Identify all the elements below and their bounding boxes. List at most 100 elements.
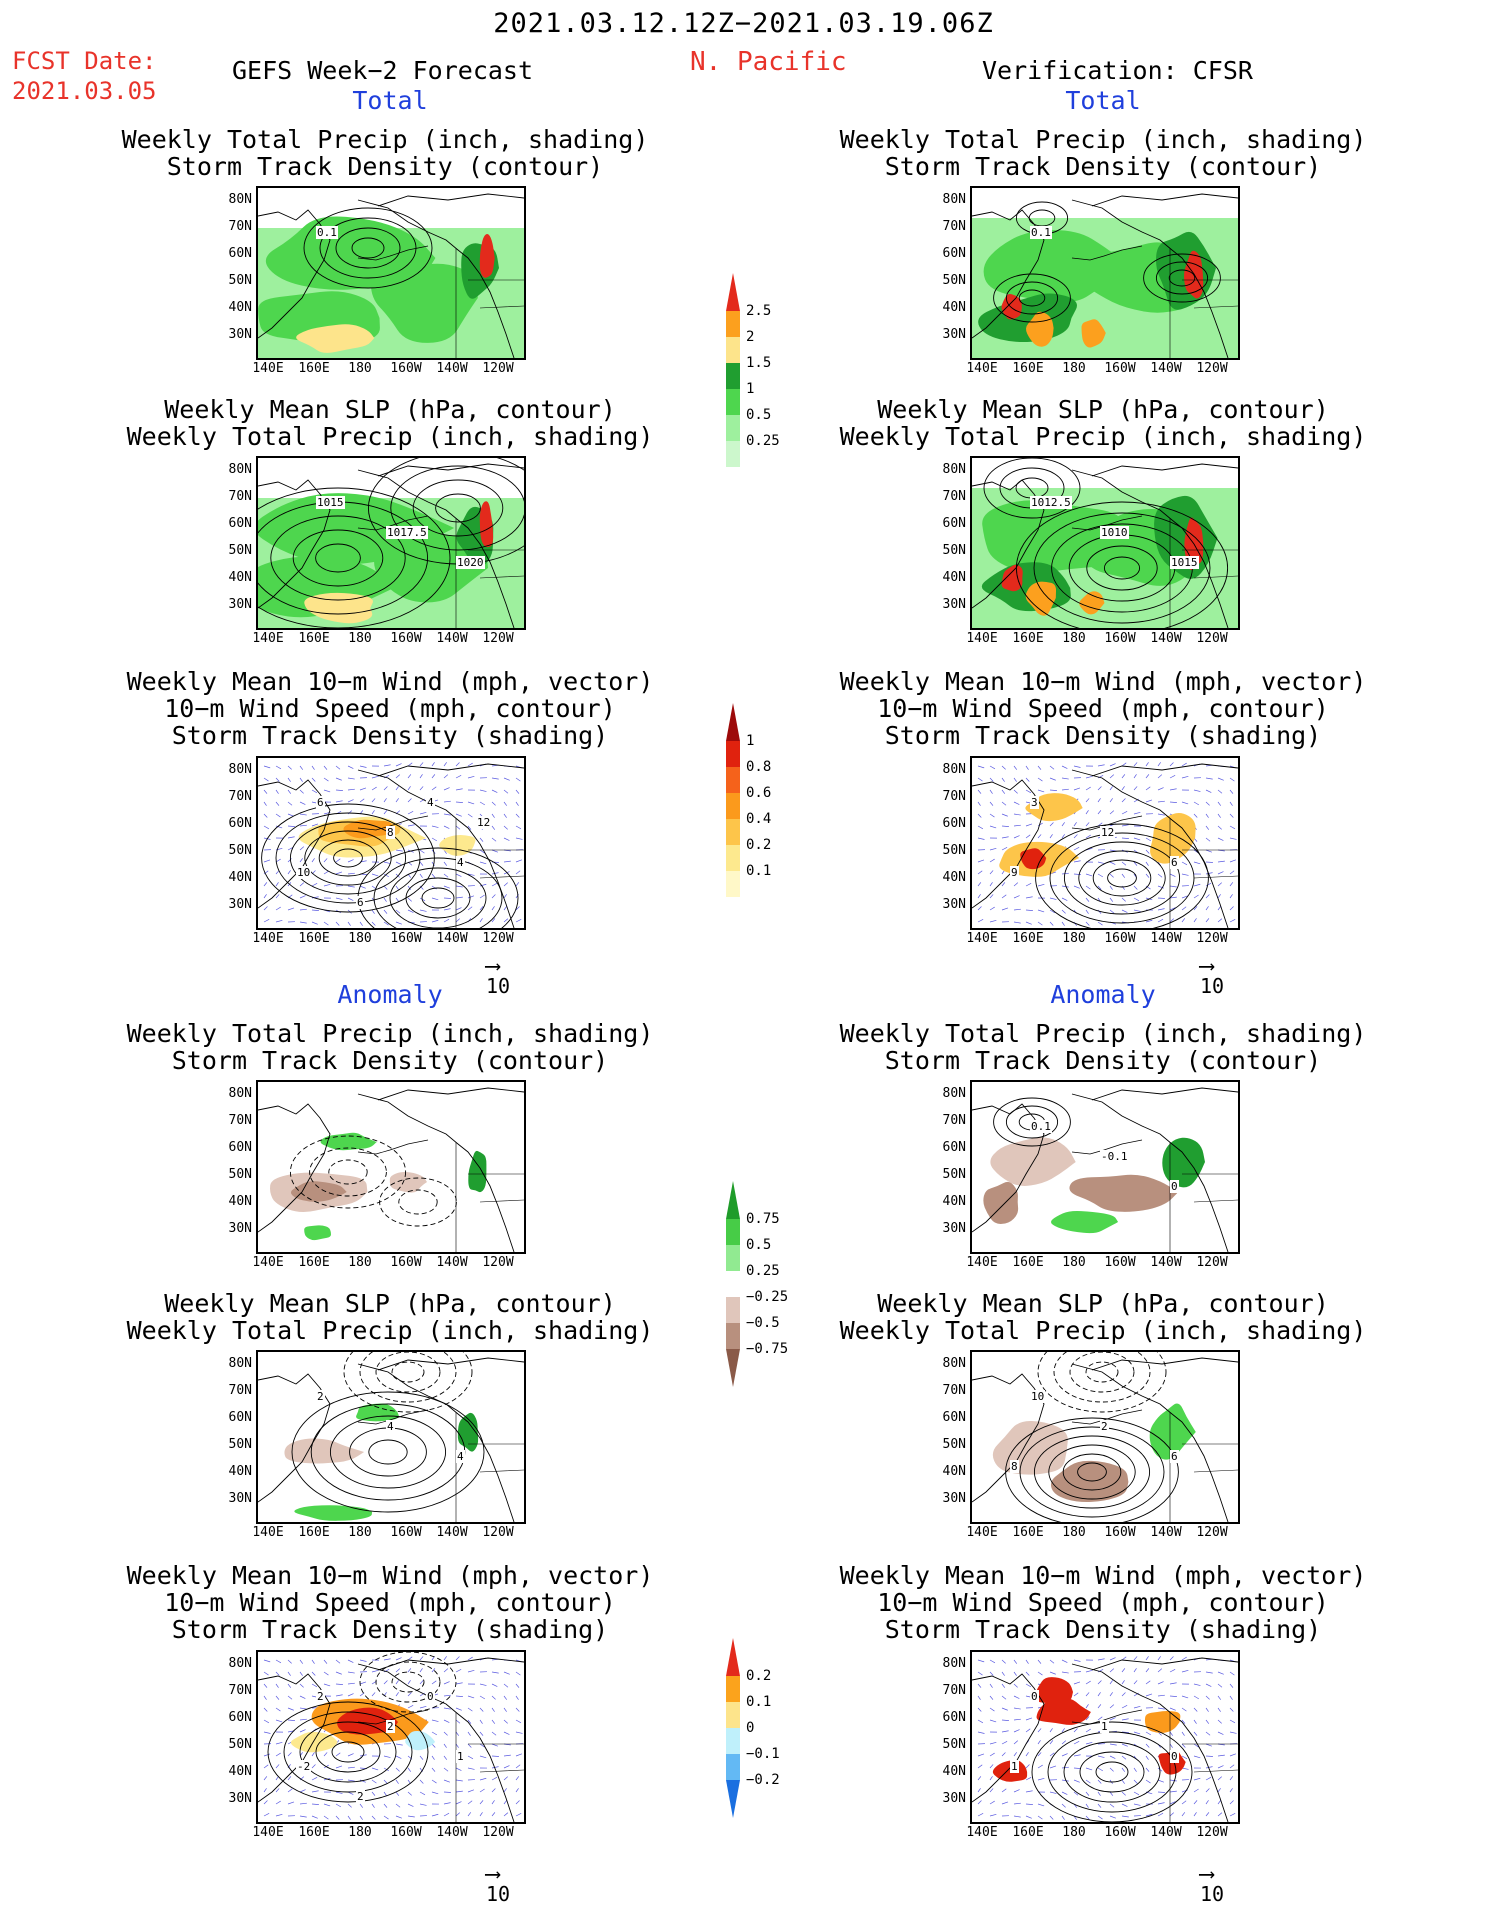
wind-vector <box>1025 1803 1033 1805</box>
wind-vector <box>455 873 462 877</box>
right-anom-wind-lon-label: 180 <box>1062 1825 1086 1840</box>
wind-vector <box>1229 1719 1236 1724</box>
wind-vector <box>1205 872 1213 875</box>
wind-vector <box>1073 1728 1078 1733</box>
wind-vector <box>287 907 295 911</box>
contour-value-label: 12 <box>476 816 492 829</box>
wind-vector <box>275 777 280 782</box>
wind-vector <box>335 921 340 926</box>
right-section-anomaly: Anomaly <box>1050 980 1156 1009</box>
wind-vector <box>455 1767 462 1771</box>
wind-vector <box>1205 1671 1213 1674</box>
wind-vector <box>1217 1800 1222 1805</box>
contour-line <box>1063 1741 1161 1803</box>
wind-vector <box>977 870 983 875</box>
wind-vector <box>1121 1656 1127 1661</box>
arctic-coastline <box>377 1657 524 1671</box>
wind-vector <box>1217 837 1224 841</box>
wind-vector <box>1109 1668 1115 1673</box>
wind-vector <box>1061 909 1066 914</box>
wind-vector <box>1001 907 1009 911</box>
wind-vector <box>1061 1753 1068 1757</box>
left-anom-precip-lat-label: 70N <box>228 1113 252 1128</box>
wind-vector <box>1121 837 1129 839</box>
wind-vector <box>1085 1803 1089 1808</box>
right-anom-wind-lat-label: 80N <box>942 1656 966 1671</box>
shading-region <box>1150 813 1196 864</box>
wind-vector <box>1025 1671 1030 1676</box>
left-anom-slp-title: Weekly Mean SLP (hPa, contour) Weekly Tot… <box>126 1289 654 1345</box>
wind-vector <box>263 894 267 899</box>
wind-vector <box>455 788 463 791</box>
wind-vector <box>515 1764 521 1769</box>
wind-vector <box>1145 873 1150 878</box>
wind-vector <box>335 800 343 803</box>
wind-vector <box>335 871 343 875</box>
wind-vector <box>1037 1728 1042 1733</box>
wind-vector <box>287 1788 293 1793</box>
wind-vector <box>335 858 341 863</box>
wind-vector <box>407 810 414 815</box>
wind-vector <box>311 765 315 770</box>
wind-vector <box>383 1815 389 1820</box>
fcst-date-value: 2021.03.05 <box>12 77 157 105</box>
wind-vector <box>977 1671 983 1676</box>
wind-vector <box>1061 872 1069 875</box>
wind-vector <box>263 825 270 830</box>
arctic-coastline <box>377 1357 524 1371</box>
wind-vector <box>1097 1779 1102 1784</box>
wind-vector <box>1001 1659 1006 1664</box>
colorbar-tick-label: 2 <box>746 329 755 345</box>
left-total-precip-lat-label: 80N <box>228 192 252 207</box>
wind-vector <box>1181 1743 1186 1748</box>
wind-vector <box>1109 1791 1114 1796</box>
wind-vector <box>419 774 423 779</box>
colorbar-tick-label: 0.6 <box>746 785 772 801</box>
wind-vector <box>503 1800 508 1805</box>
wind-vector <box>335 897 343 900</box>
contour-line <box>309 1147 387 1197</box>
wind-vector <box>503 1671 510 1675</box>
wind-vector <box>479 894 485 899</box>
wind-vector <box>1121 774 1126 779</box>
wind-vector <box>1013 835 1020 839</box>
wind-vector <box>275 789 279 794</box>
wind-vector <box>1049 1728 1053 1733</box>
contour-line <box>331 1741 365 1763</box>
contour-line <box>292 529 384 587</box>
wind-vector <box>371 921 376 926</box>
wind-vector <box>1061 777 1069 780</box>
contour-line <box>1005 1105 1059 1139</box>
wind-vector <box>503 1695 508 1700</box>
wind-vector <box>1109 763 1116 767</box>
wind-vector <box>1109 1755 1116 1759</box>
wind-vector <box>395 897 400 902</box>
wind-vector <box>1157 813 1165 816</box>
north-america-coastline <box>357 1093 515 1252</box>
wind-vector <box>1205 1766 1213 1769</box>
wind-vector <box>1097 885 1102 890</box>
wind-vector <box>1073 1659 1081 1662</box>
wind-vector <box>275 801 280 806</box>
wind-vector <box>443 1767 449 1772</box>
right-total-wind-lon-label: 160E <box>1012 931 1044 946</box>
wind-vector <box>1133 1767 1137 1772</box>
wind-vector <box>479 1695 486 1700</box>
wind-vector <box>347 810 353 815</box>
right-total-slp-lon-label: 140W <box>1150 631 1182 646</box>
wind-vector <box>287 1707 294 1711</box>
wind-vector <box>1049 1791 1057 1794</box>
aleutian-chain <box>357 1139 429 1155</box>
left-total-precip-lon-label: 140E <box>252 361 284 376</box>
wind-vector <box>299 921 307 924</box>
wind-vector <box>335 1765 343 1769</box>
anom-precip-scale <box>722 1178 744 1394</box>
state-borders <box>1169 818 1238 928</box>
shading-region <box>1020 848 1047 870</box>
right-anom-wind-lon-label: 160E <box>1012 1825 1044 1840</box>
wind-vector <box>1073 860 1081 863</box>
wind-vector <box>455 1779 463 1782</box>
aleutian-chain <box>357 245 429 261</box>
colorbar-segment <box>726 1323 740 1349</box>
wind-vector <box>503 1812 509 1817</box>
